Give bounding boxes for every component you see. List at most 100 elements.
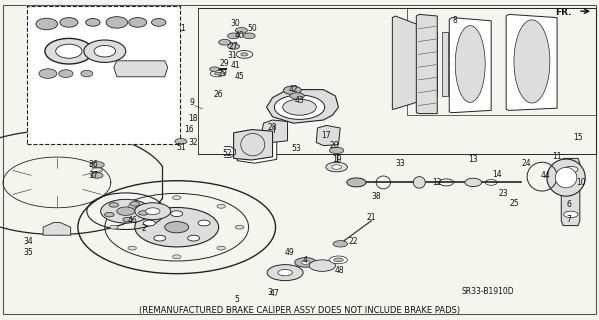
Ellipse shape	[413, 177, 425, 188]
Text: 36: 36	[88, 160, 98, 169]
Text: 19: 19	[332, 156, 342, 164]
Text: 44: 44	[540, 172, 550, 180]
Ellipse shape	[334, 258, 343, 262]
Text: 33: 33	[395, 159, 405, 168]
Text: 49: 49	[285, 248, 295, 257]
Ellipse shape	[90, 162, 104, 168]
Ellipse shape	[94, 45, 116, 57]
Ellipse shape	[123, 217, 132, 222]
Ellipse shape	[45, 38, 93, 64]
Ellipse shape	[278, 269, 292, 276]
Ellipse shape	[326, 162, 347, 172]
Text: 18: 18	[188, 114, 198, 123]
Ellipse shape	[146, 208, 160, 215]
Ellipse shape	[217, 246, 225, 250]
Ellipse shape	[86, 19, 100, 26]
Polygon shape	[561, 158, 580, 226]
Polygon shape	[114, 61, 168, 77]
Ellipse shape	[267, 265, 303, 281]
Text: (REMANUFACTURED BRAKE CALIPER ASSY DOES NOT INCLUDE BRAKE PADS): (REMANUFACTURED BRAKE CALIPER ASSY DOES …	[139, 306, 460, 315]
Ellipse shape	[128, 246, 137, 250]
Ellipse shape	[187, 235, 199, 241]
Ellipse shape	[332, 165, 341, 169]
Ellipse shape	[110, 225, 118, 229]
Ellipse shape	[60, 18, 78, 27]
Text: 22: 22	[349, 237, 358, 246]
Text: 30: 30	[231, 20, 240, 28]
Text: 10: 10	[576, 178, 586, 187]
Text: 4: 4	[303, 256, 308, 265]
Text: FR.: FR.	[555, 8, 572, 17]
Text: 8: 8	[453, 16, 458, 25]
Ellipse shape	[455, 26, 485, 102]
Polygon shape	[267, 90, 338, 123]
Ellipse shape	[109, 203, 119, 207]
Ellipse shape	[128, 204, 137, 208]
Ellipse shape	[465, 178, 482, 187]
Ellipse shape	[301, 260, 310, 264]
Text: 3: 3	[267, 288, 272, 297]
Ellipse shape	[217, 204, 225, 208]
Text: 46: 46	[128, 216, 138, 225]
Text: 47: 47	[270, 289, 279, 298]
Polygon shape	[449, 18, 491, 113]
Ellipse shape	[329, 147, 344, 154]
Polygon shape	[506, 14, 557, 110]
Ellipse shape	[333, 241, 347, 247]
Ellipse shape	[165, 221, 189, 233]
Ellipse shape	[295, 258, 316, 267]
Polygon shape	[416, 14, 437, 114]
Polygon shape	[234, 130, 273, 160]
Ellipse shape	[290, 93, 304, 99]
Ellipse shape	[56, 44, 82, 58]
Text: 28: 28	[268, 124, 277, 132]
Text: 51: 51	[176, 143, 186, 152]
Ellipse shape	[129, 18, 147, 27]
Text: 31: 31	[228, 52, 237, 60]
Ellipse shape	[198, 220, 210, 226]
Ellipse shape	[210, 67, 219, 71]
Text: 40: 40	[234, 31, 244, 40]
Polygon shape	[261, 120, 288, 142]
Ellipse shape	[564, 166, 578, 173]
Ellipse shape	[171, 211, 183, 217]
Ellipse shape	[173, 196, 181, 200]
Text: 1: 1	[180, 24, 185, 33]
Polygon shape	[442, 32, 448, 96]
Text: 9: 9	[189, 98, 194, 107]
Ellipse shape	[274, 95, 325, 119]
Text: 38: 38	[371, 192, 381, 201]
Ellipse shape	[36, 18, 58, 30]
Text: 45: 45	[235, 72, 244, 81]
Polygon shape	[43, 130, 71, 142]
Ellipse shape	[59, 70, 73, 77]
Text: 53: 53	[292, 144, 301, 153]
Ellipse shape	[81, 70, 93, 77]
Polygon shape	[316, 125, 340, 146]
Ellipse shape	[555, 167, 577, 188]
Text: 48: 48	[334, 266, 344, 275]
Ellipse shape	[547, 159, 585, 196]
Ellipse shape	[117, 207, 135, 215]
Ellipse shape	[175, 139, 187, 144]
Ellipse shape	[39, 69, 57, 78]
Text: 52: 52	[223, 149, 232, 158]
Text: 12: 12	[432, 178, 442, 187]
Text: 15: 15	[573, 133, 583, 142]
Text: 24: 24	[521, 159, 531, 168]
Ellipse shape	[135, 203, 171, 220]
Ellipse shape	[347, 178, 366, 187]
Ellipse shape	[138, 211, 148, 215]
Text: 5: 5	[234, 295, 239, 304]
Text: 29: 29	[220, 60, 229, 68]
Text: 42: 42	[289, 85, 298, 94]
Ellipse shape	[154, 235, 166, 241]
Ellipse shape	[235, 28, 247, 33]
Ellipse shape	[130, 202, 140, 206]
Text: SR33-B1910D: SR33-B1910D	[462, 287, 515, 296]
Text: 17: 17	[322, 132, 331, 140]
Polygon shape	[43, 222, 71, 235]
Text: 34: 34	[24, 237, 34, 246]
Text: 2: 2	[141, 224, 146, 233]
Ellipse shape	[214, 72, 220, 75]
